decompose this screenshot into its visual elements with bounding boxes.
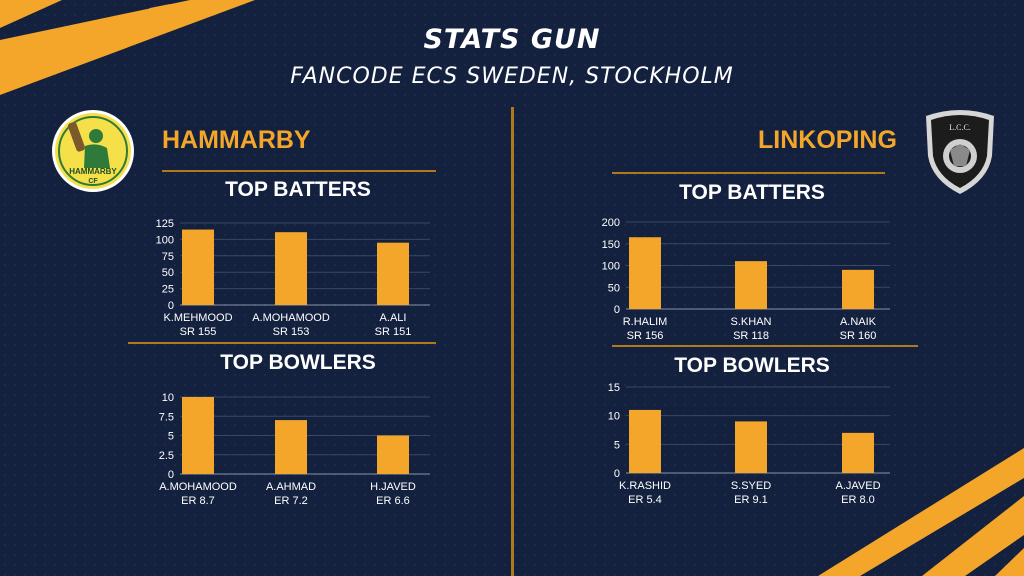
x-category-label: A.JAVED: [835, 480, 880, 492]
x-category-label: K.MEHMOOD: [163, 312, 232, 324]
y-tick-label: 5: [168, 431, 174, 443]
section-rule: [612, 345, 918, 347]
y-tick-label: 100: [156, 234, 174, 246]
chart-title: TOP BOWLERS: [674, 354, 830, 377]
section-rule: [162, 170, 436, 172]
page-title: STATS GUN: [423, 24, 601, 55]
bar: [377, 435, 409, 474]
hammarby-logo-text: HAMMARBY: [69, 167, 117, 176]
y-tick-label: 0: [168, 300, 174, 312]
chart-hammarby-top-batters: TOP BATTERS 0 25 50 75 100 125 K.MEHMOOD SR 155 A…: [156, 178, 430, 338]
y-tick-label: 0: [614, 304, 620, 316]
y-tick-label: 200: [602, 217, 620, 229]
y-tick-label: 7.5: [159, 411, 174, 423]
chart-hammarby-top-bowlers: TOP BOWLERS 0 2.5 5 7.5 10 A.MOHAMOOD ER 8.7 A.A…: [159, 351, 430, 507]
bar: [182, 229, 214, 305]
x-category-label: A.AHMAD: [266, 481, 316, 493]
y-tick-label: 5: [614, 439, 620, 451]
linkoping-logo: L.C.C.: [926, 110, 994, 194]
bar: [842, 269, 874, 309]
x-sublabel: SR 155: [180, 326, 217, 338]
y-tick-label: 50: [608, 282, 620, 294]
x-category-label: A.ALI: [380, 312, 407, 324]
y-tick-label: 15: [608, 382, 620, 394]
team-name-hammarby: HAMMARBY: [162, 126, 311, 154]
bar: [735, 421, 767, 473]
hammarby-logo: HAMMARBY CF: [52, 110, 134, 192]
x-sublabel: ER 7.2: [274, 495, 308, 507]
x-sublabel: SR 153: [273, 326, 310, 338]
x-category-label: K.RASHID: [619, 480, 671, 492]
bar: [735, 261, 767, 309]
center-divider: [511, 107, 514, 576]
x-sublabel: SR 118: [733, 330, 769, 342]
chart-title: TOP BATTERS: [679, 181, 825, 204]
x-sublabel: ER 8.7: [181, 495, 215, 507]
x-sublabel: SR 160: [840, 330, 877, 342]
x-category-label: H.JAVED: [370, 481, 416, 493]
chart-title: TOP BOWLERS: [220, 351, 376, 374]
hammarby-logo-sub: CF: [88, 178, 98, 185]
bar: [377, 242, 409, 305]
x-sublabel: ER 9.1: [734, 494, 768, 506]
page-subtitle: FANCODE ECS SWEDEN, STOCKHOLM: [290, 64, 734, 89]
x-sublabel: ER 5.4: [628, 494, 662, 506]
y-tick-label: 10: [162, 392, 174, 404]
x-sublabel: SR 156: [627, 330, 664, 342]
y-tick-label: 0: [168, 469, 174, 481]
x-category-label: S.SYED: [731, 480, 771, 492]
bar: [629, 237, 661, 309]
bar: [275, 232, 307, 305]
linkoping-logo-text: L.C.C.: [949, 123, 971, 132]
y-tick-label: 0: [614, 468, 620, 480]
x-category-label: A.MOHAMOOD: [252, 312, 330, 324]
chart-linkoping-top-bowlers: TOP BOWLERS 0 5 10 15 K.RASHID ER 5.4 S.SYED ER …: [608, 354, 890, 506]
bar: [842, 432, 874, 473]
x-sublabel: ER 6.6: [376, 495, 410, 507]
y-tick-label: 10: [608, 411, 620, 423]
x-category-label: R.HALIM: [623, 316, 668, 328]
team-name-linkoping: LINKOPING: [758, 126, 897, 154]
chart-linkoping-top-batters: TOP BATTERS 0 50 100 150 200 R.HALIM SR 156 S.KH…: [602, 181, 890, 342]
y-tick-label: 75: [162, 251, 174, 263]
bar: [275, 420, 307, 474]
x-category-label: A.NAIK: [840, 316, 877, 328]
y-tick-label: 50: [162, 267, 174, 279]
y-tick-label: 150: [602, 239, 620, 251]
x-sublabel: ER 8.0: [841, 494, 875, 506]
x-sublabel: SR 151: [375, 326, 412, 338]
y-tick-label: 2.5: [159, 450, 174, 462]
y-tick-label: 125: [156, 218, 174, 230]
chart-title: TOP BATTERS: [225, 178, 371, 201]
x-category-label: A.MOHAMOOD: [159, 481, 237, 493]
y-tick-label: 100: [602, 261, 620, 273]
section-rule: [612, 172, 885, 174]
bar: [182, 397, 214, 474]
section-rule: [128, 342, 436, 344]
x-category-label: S.KHAN: [731, 316, 772, 328]
bar: [629, 409, 661, 473]
y-tick-label: 25: [162, 284, 174, 296]
